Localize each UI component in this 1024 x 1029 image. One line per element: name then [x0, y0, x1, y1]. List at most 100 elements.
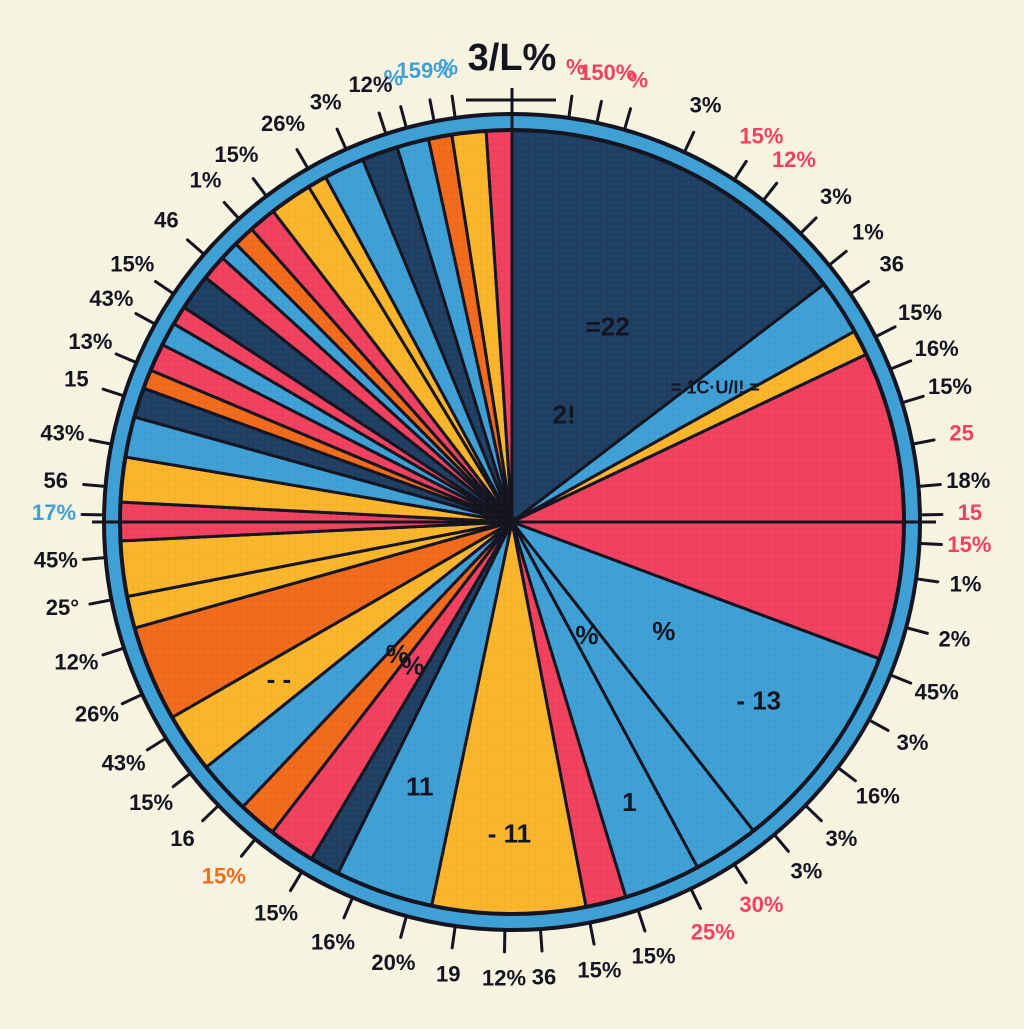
outer-label: 43% [89, 286, 133, 311]
outer-label: 15% [214, 142, 258, 167]
inner-label: - 11 [488, 818, 531, 848]
outer-label: 45% [34, 548, 78, 573]
outer-tick [625, 109, 631, 128]
outer-tick [90, 600, 110, 604]
inner-label: % [386, 639, 409, 669]
outer-tick [452, 928, 455, 948]
outer-label: 1% [950, 572, 982, 597]
outer-label: 15% [928, 374, 972, 399]
outer-tick [337, 129, 345, 147]
outer-tick [590, 924, 594, 944]
outer-label: 2% [938, 626, 970, 651]
outer-tick [852, 282, 869, 293]
outer-tick [253, 179, 265, 195]
outer-label: 16% [915, 336, 959, 361]
outer-label: 56 [44, 468, 68, 493]
inner-label: = 1C·U/I! = [671, 378, 760, 398]
inner-label: - 13 [736, 685, 781, 715]
outer-tick [430, 100, 434, 120]
outer-label: % [438, 54, 458, 79]
outer-tick [685, 132, 693, 150]
outer-tick [379, 113, 385, 132]
outer-label: % [628, 68, 648, 93]
outer-tick [802, 218, 816, 232]
outer-label: 20% [371, 950, 415, 975]
outer-label: 150% [579, 60, 635, 85]
outer-tick [914, 440, 934, 444]
outer-label: 15% [129, 790, 173, 815]
outer-tick [735, 866, 746, 883]
outer-label: 26% [75, 701, 119, 726]
outer-label: 45% [915, 679, 959, 704]
outer-label: 25° [46, 595, 79, 620]
outer-tick [187, 240, 202, 253]
outer-tick [401, 918, 406, 937]
outer-label: 15% [110, 252, 154, 277]
outer-label: 15% [898, 300, 942, 325]
outer-tick [173, 774, 189, 786]
outer-tick [84, 485, 104, 487]
outer-label: 26% [261, 111, 305, 136]
outer-label: 15% [632, 943, 676, 968]
outer-tick [877, 327, 895, 336]
outer-tick [224, 202, 237, 217]
outer-tick [401, 107, 406, 126]
outer-label: 36 [879, 252, 903, 277]
outer-label: 19 [436, 961, 460, 986]
outer-tick [297, 150, 307, 167]
outer-label: 3% [690, 93, 722, 118]
outer-tick [122, 695, 140, 703]
inner-label: 1 [622, 787, 636, 817]
outer-tick [735, 161, 746, 178]
outer-label: 43% [102, 751, 146, 776]
outer-label: 3% [790, 859, 822, 884]
outer-tick [241, 841, 254, 857]
outer-tick [103, 389, 122, 395]
outer-tick [147, 739, 164, 750]
outer-label: 16 [170, 826, 194, 851]
outer-tick [103, 649, 122, 655]
outer-label: 30% [739, 892, 783, 917]
outer-label: 15 [958, 500, 982, 525]
outer-tick [764, 183, 776, 199]
outer-tick [839, 769, 855, 781]
outer-tick [344, 899, 352, 917]
outer-label: 18% [946, 468, 990, 493]
outer-tick [203, 807, 217, 821]
outer-tick [597, 101, 601, 121]
pie-center-hub [506, 516, 518, 528]
outer-tick [921, 543, 941, 544]
outer-tick [908, 628, 927, 633]
outer-label: 12% [348, 72, 392, 97]
outer-label: 1% [852, 220, 884, 245]
outer-label: 3% [820, 184, 852, 209]
outer-label: 12% [54, 649, 98, 674]
outer-label: 17% [32, 500, 76, 525]
outer-label: 3% [897, 730, 929, 755]
outer-label: 15% [254, 900, 298, 925]
outer-label: 15 [64, 366, 88, 391]
inner-label: 2! [553, 399, 576, 429]
outer-label: 1% [190, 167, 222, 192]
outer-tick [892, 361, 911, 368]
outer-label: 12% [772, 147, 816, 172]
outer-label: 43% [40, 420, 84, 445]
outer-tick [892, 676, 911, 683]
outer-label: 46 [154, 207, 178, 232]
outer-tick [90, 440, 110, 444]
outer-tick [291, 873, 301, 890]
outer-tick [831, 251, 847, 264]
outer-tick [541, 931, 542, 951]
outer-label: 15% [947, 532, 991, 557]
inner-label: % [575, 620, 598, 650]
outer-tick [918, 579, 938, 582]
outer-label: 25 [949, 420, 973, 445]
inner-label: 11 [406, 772, 434, 802]
outer-label: 3% [310, 89, 342, 114]
inner-label: - - [267, 664, 292, 694]
outer-label: 13% [68, 329, 112, 354]
outer-label: % [566, 54, 586, 79]
outer-tick [692, 891, 701, 909]
